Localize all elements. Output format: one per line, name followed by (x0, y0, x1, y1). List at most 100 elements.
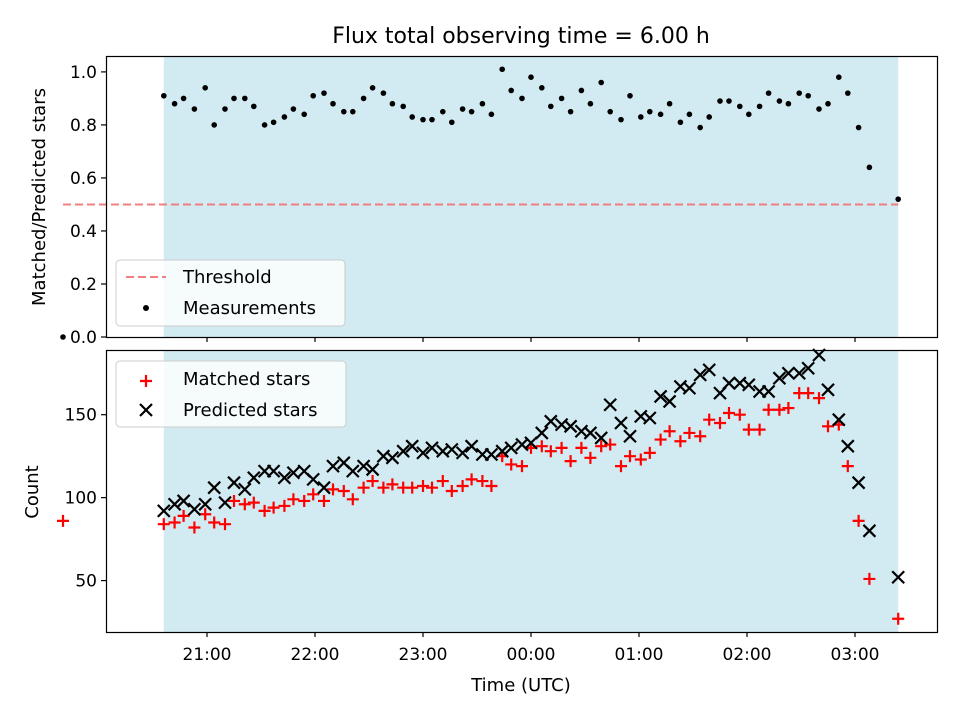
measurements-point (330, 100, 336, 107)
measurements-point (468, 108, 475, 115)
matched-stars-point (168, 516, 181, 529)
predicted-stars-point (306, 472, 320, 487)
x-tick-label: 23:00 (399, 645, 448, 665)
measurements-point (519, 95, 525, 102)
measurements-point (242, 95, 248, 102)
predicted-stars-point (623, 429, 637, 444)
measurements-point (855, 124, 862, 131)
measurements-point (161, 92, 167, 99)
predicted-stars-point (484, 447, 499, 462)
y-tick-label: 0.0 (70, 328, 97, 348)
matched-stars-point (177, 509, 190, 522)
x-tick-label: 00:00 (507, 645, 556, 665)
count-panel: 50 100 150 21:00 22:00 23:00 00:00 01:00 02:00 0… (22, 348, 939, 665)
predicted-stars-point (653, 389, 668, 404)
measurements-point (528, 74, 534, 81)
predicted-stars-point (614, 416, 628, 430)
measurements-point (321, 90, 327, 96)
measurements-point (627, 92, 633, 99)
predicted-stars-point (176, 494, 191, 508)
measurements-point (647, 108, 653, 115)
matched-stars-point (564, 455, 577, 468)
predicted-stars-point (594, 431, 608, 445)
predicted-stars-point (504, 441, 518, 455)
measurements-point (866, 164, 873, 171)
measurements-point (666, 100, 673, 107)
predicted-stars-point (495, 444, 509, 458)
matched-stars-point (584, 451, 597, 464)
matched-stars-point (624, 450, 636, 463)
matched-stars-point (615, 460, 627, 473)
matched-stars-point (694, 430, 707, 443)
measurements-point (587, 100, 594, 107)
predicted-stars-point (425, 441, 439, 455)
predicted-stars-point (396, 444, 410, 458)
predicted-stars-point (445, 442, 459, 457)
matched-stars-point (346, 493, 359, 506)
predicted-stars-point (862, 524, 877, 538)
matched-stars-point (714, 416, 726, 429)
measurements-point (389, 100, 396, 107)
matched-stars-point (247, 496, 260, 509)
measurements-point (191, 106, 198, 112)
ratio-panel: 0.0 0.2 0.4 0.6 0.8 1.0 Matched/Predicted sta… (29, 55, 939, 348)
measurements-point (638, 114, 644, 120)
matched-stars-point (436, 475, 449, 488)
measurements-point (845, 90, 851, 96)
measurements-point (539, 85, 545, 91)
measurements-point (805, 92, 811, 99)
count-y-axis-label: Count (22, 465, 43, 518)
predicted-stars-point (821, 383, 835, 397)
predicted-stars-point (277, 470, 292, 485)
measurements-point (765, 90, 772, 96)
measurements-point (420, 116, 426, 123)
predicted-stars-point (218, 495, 232, 510)
matched-stars-point (892, 612, 905, 625)
matched-stars-point (238, 498, 251, 511)
measurements-point (607, 108, 613, 115)
measurements-point (895, 196, 901, 202)
x-tick-label: 02:00 (723, 645, 772, 665)
predicted-stars-point (693, 368, 707, 382)
predicted-stars-point (742, 378, 756, 392)
count-legend: Matched stars Predicted stars (115, 360, 347, 428)
predicted-stars-point (317, 480, 331, 495)
predicted-stars-point (247, 470, 261, 485)
y-tick-label: 0.4 (70, 222, 97, 242)
matched-stars-point (465, 473, 478, 486)
matched-stars-point (822, 420, 834, 433)
matched-stars-point (802, 387, 815, 400)
measurements-point (796, 90, 802, 96)
matched-stars-point (228, 494, 240, 507)
measurements-point (440, 108, 446, 115)
predicted-stars-point (524, 436, 538, 450)
predicted-stars-point (682, 381, 697, 395)
predicted-stars-point (702, 363, 716, 377)
measurements-point (60, 334, 66, 340)
matched-stars-point (733, 408, 746, 421)
matched-stars-point (703, 413, 716, 426)
predicted-stars-point (238, 482, 252, 497)
measurements-point (290, 106, 297, 112)
predicted-stars-point (841, 439, 855, 453)
predicted-stars-point (792, 366, 806, 381)
measurements-point (360, 95, 367, 102)
matched-stars-point (643, 446, 656, 459)
measurements-point (369, 85, 376, 91)
matched-stars-point (298, 494, 311, 507)
predicted-stars-point (286, 465, 301, 480)
matched-stars-point (208, 516, 221, 529)
matched-stars-point (742, 423, 755, 436)
measurements-point (479, 100, 486, 107)
predicted-stars-point (722, 376, 736, 390)
predicted-stars-point (187, 502, 202, 517)
measurements-point (836, 74, 842, 81)
matched-stars-point (852, 514, 865, 527)
matched-stars-point (188, 521, 201, 534)
measurements-point (499, 66, 506, 73)
matched-stars-point (663, 425, 676, 438)
predicted-stars-point (891, 570, 905, 585)
legend-measurements: Measurements (183, 298, 316, 319)
matched-stars-point (57, 514, 69, 527)
